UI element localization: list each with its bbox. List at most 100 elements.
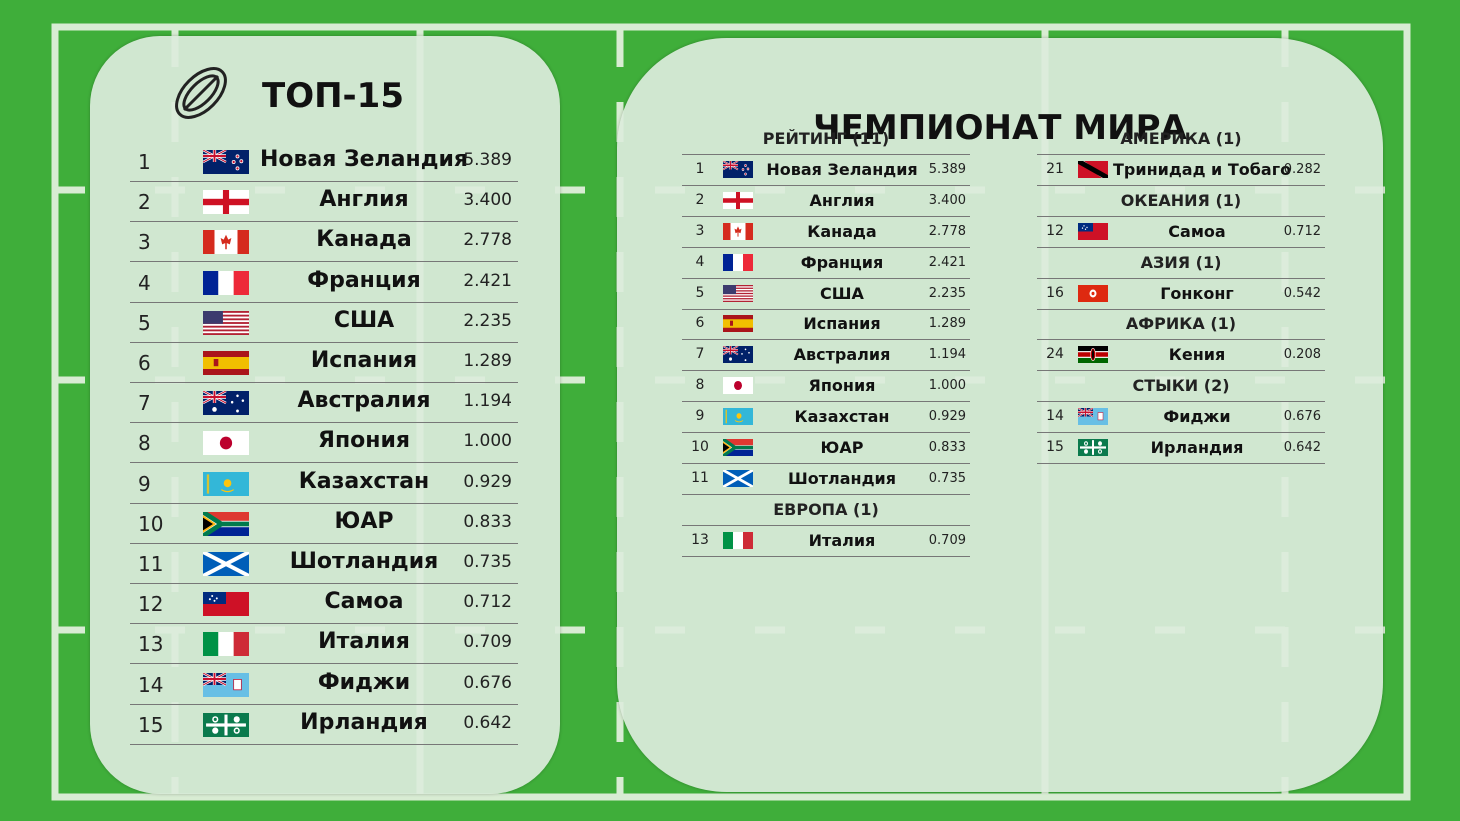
section-header: ЕВРОПА (1): [682, 495, 970, 526]
score-value: 0.542: [1283, 285, 1321, 301]
rank-cell: 4: [138, 270, 151, 295]
table-row: 8 Япония 1.000: [682, 371, 970, 403]
score-value: 0.929: [928, 409, 966, 425]
country-name: Англия: [809, 190, 875, 210]
country-name: Испания: [310, 348, 418, 373]
score-value: 0.642: [1283, 440, 1321, 455]
table-row: 14 Фиджи 0.676: [1037, 402, 1325, 434]
flag-fr-icon: [723, 253, 753, 271]
country-name: Испания: [803, 314, 881, 334]
rank-cell: 4: [695, 253, 705, 270]
country-name: Казахстан: [794, 407, 890, 427]
table-row: 15 Ирландия 0.642: [1037, 433, 1325, 464]
flag-ws-icon: [203, 592, 249, 617]
flag-ca-icon: [723, 222, 753, 240]
rank-cell: 14: [1046, 408, 1064, 425]
flag-eng-icon: [203, 190, 249, 215]
flag-tt-icon: [1076, 158, 1110, 181]
table-row: 9 Казахстан 0.929: [682, 402, 970, 434]
rank-cell: 8: [138, 431, 151, 456]
rank-cell: 5: [138, 310, 151, 335]
rank-cell: 5: [695, 284, 705, 301]
rank-cell: 7: [138, 391, 151, 416]
country-name: Англия: [319, 187, 409, 213]
table-row: 13 Италия 0.709: [130, 623, 518, 665]
flag-kz-icon: [203, 471, 249, 496]
table-row: 7 Австралия 1.194: [682, 340, 970, 372]
table-row: 3 Канада 2.778: [130, 221, 518, 263]
flag-ca-icon: [203, 230, 249, 255]
table-row: 10 ЮАР 0.833: [682, 433, 970, 464]
table-row: 12 Самоа 0.712: [1037, 217, 1325, 248]
table-row: 11 Шотландия 0.735: [682, 464, 970, 495]
rank-cell: 14: [138, 672, 164, 697]
country-name: Франция: [800, 252, 884, 272]
rank-cell: 12: [1046, 222, 1064, 239]
section-header: АФРИКА (1): [1037, 309, 1325, 341]
rank-cell: 11: [138, 552, 164, 576]
flag-za-icon: [201, 509, 249, 538]
rank-cell: 24: [1046, 346, 1064, 363]
score-value: 1.000: [463, 431, 512, 452]
country-name: Франция: [307, 267, 421, 293]
country-name: ЮАР: [334, 508, 394, 534]
score-value: 0.833: [928, 440, 966, 455]
world-cup-title: ЧЕМПИОНАТ МИРА: [813, 108, 1187, 148]
table-row: 2 Англия 3.400: [130, 181, 518, 223]
flag-ke-icon: [1078, 346, 1108, 364]
rank-cell: 8: [695, 377, 705, 394]
rank-cell: 9: [695, 408, 705, 425]
score-value: 5.389: [463, 150, 512, 170]
rugby-ball-icon: [175, 67, 227, 119]
score-value: 0.709: [463, 632, 512, 653]
score-value: 1.289: [928, 316, 966, 332]
country-name: Канада: [316, 227, 412, 253]
table-row: 4 Франция 2.421: [682, 248, 970, 279]
country-name: ЮАР: [820, 438, 864, 457]
table-row: 21 Тринидад и Тобаго 0.282: [1037, 155, 1325, 186]
country-name: США: [820, 283, 864, 303]
rank-cell: 16: [1046, 284, 1064, 301]
score-value: 0.833: [463, 511, 512, 532]
country-name: Ирландия: [1150, 438, 1244, 457]
rank-cell: 2: [695, 191, 705, 208]
table-row: 4 Франция 2.421: [130, 262, 518, 303]
flag-sco-icon: [202, 550, 250, 578]
country-name: США: [333, 307, 395, 333]
rank-cell: 15: [138, 712, 164, 737]
country-name: Австралия: [793, 345, 891, 365]
score-value: 0.709: [928, 532, 966, 548]
country-name: Самоа: [1168, 221, 1226, 241]
table-row: 16 Гонконг 0.542: [1037, 279, 1325, 310]
country-name: Самоа: [324, 589, 404, 615]
table-row: 7 Австралия 1.194: [130, 382, 518, 424]
table-row: 6 Испания 1.289: [682, 309, 970, 341]
score-value: 0.676: [1283, 409, 1321, 425]
rank-cell: 6: [695, 315, 705, 332]
country-name: Ирландия: [300, 709, 428, 735]
top15-title: ТОП-15: [262, 76, 404, 116]
flag-za-icon: [722, 437, 753, 458]
country-name: Италия: [808, 530, 876, 550]
score-value: 0.282: [1283, 161, 1321, 177]
rank-cell: 10: [691, 439, 709, 455]
score-value: 1.194: [928, 347, 966, 363]
score-value: 0.712: [463, 592, 512, 613]
rank-cell: 11: [691, 469, 709, 486]
flag-nz-icon: [722, 160, 753, 178]
rank-cell: 15: [1046, 439, 1064, 455]
score-value: 1.289: [463, 351, 512, 371]
table-row: 13 Италия 0.709: [682, 526, 970, 557]
table-row: 15 Ирландия 0.642: [130, 704, 518, 745]
rank-cell: 13: [691, 531, 709, 548]
score-value: 0.208: [1283, 347, 1321, 363]
rank-cell: 10: [138, 511, 164, 536]
score-value: 2.778: [928, 223, 966, 239]
score-value: 5.389: [928, 161, 966, 177]
country-name: Япония: [808, 376, 876, 396]
score-value: 0.642: [463, 712, 512, 733]
country-name: Италия: [318, 629, 410, 655]
rank-cell: 9: [138, 471, 151, 496]
rank-cell: 3: [138, 230, 151, 255]
flag-jp-icon: [723, 377, 753, 395]
